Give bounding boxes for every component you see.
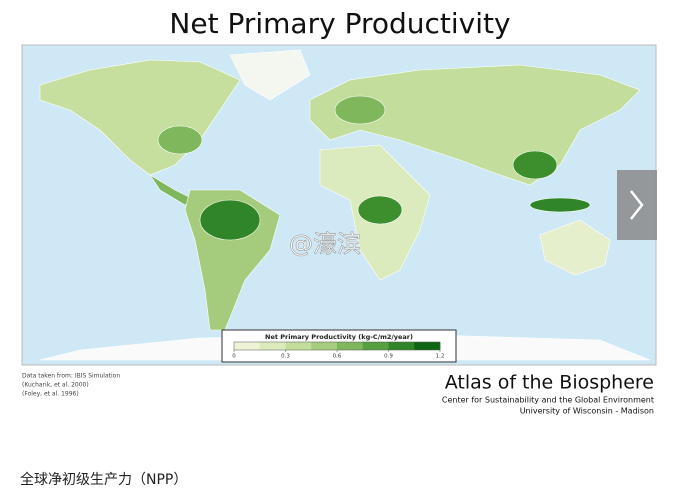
east-us xyxy=(157,125,203,155)
southeast-asia xyxy=(512,150,558,180)
source-line: (Foley, et al. 1996) xyxy=(22,391,79,398)
indonesia xyxy=(529,197,591,213)
colorbar-segment xyxy=(311,342,338,350)
colorbar-tick-label: 0 xyxy=(232,354,236,360)
next-button[interactable] xyxy=(617,170,657,240)
amazon xyxy=(199,199,261,241)
greenland xyxy=(229,49,311,101)
colorbar-segment xyxy=(414,342,441,350)
next-arrow[interactable] xyxy=(630,190,644,220)
australia xyxy=(539,219,611,276)
legend: Net Primary Productivity (kg-C/m2/year) … xyxy=(221,329,457,363)
congo xyxy=(357,195,403,225)
source-line: (Kucharik, et al. 2000) xyxy=(22,382,89,389)
map-title: Net Primary Productivity xyxy=(169,7,510,40)
credit-line: University of Wisconsin - Madison xyxy=(520,407,654,416)
colorbar-segment xyxy=(337,342,364,350)
colorbar-segment xyxy=(234,342,261,350)
colorbar-tick-label: 0.9 xyxy=(384,354,393,360)
colorbar-segment xyxy=(285,342,312,350)
continents xyxy=(39,49,651,361)
europe xyxy=(334,95,386,125)
legend-title: Net Primary Productivity (kg-C/m2/year) xyxy=(265,333,413,341)
colorbar-tick-label: 1.2 xyxy=(436,354,445,360)
colorbar-segment xyxy=(259,342,286,350)
colorbar-tick-label: 0.6 xyxy=(333,354,342,360)
colorbar-segment xyxy=(388,342,415,350)
credit-line: Center for Sustainability and the Global… xyxy=(442,396,654,405)
watermark: @濠滨 xyxy=(289,230,361,258)
colorbar-tick-label: 0.3 xyxy=(281,354,290,360)
next-button-bg[interactable] xyxy=(617,170,657,240)
source-line: Data taken from: IBIS Simulation xyxy=(22,373,120,380)
credit-title: Atlas of the Biosphere xyxy=(445,372,654,394)
colorbar-segment xyxy=(362,342,389,350)
caption: 全球净初级生产力（NPP） xyxy=(20,471,187,488)
